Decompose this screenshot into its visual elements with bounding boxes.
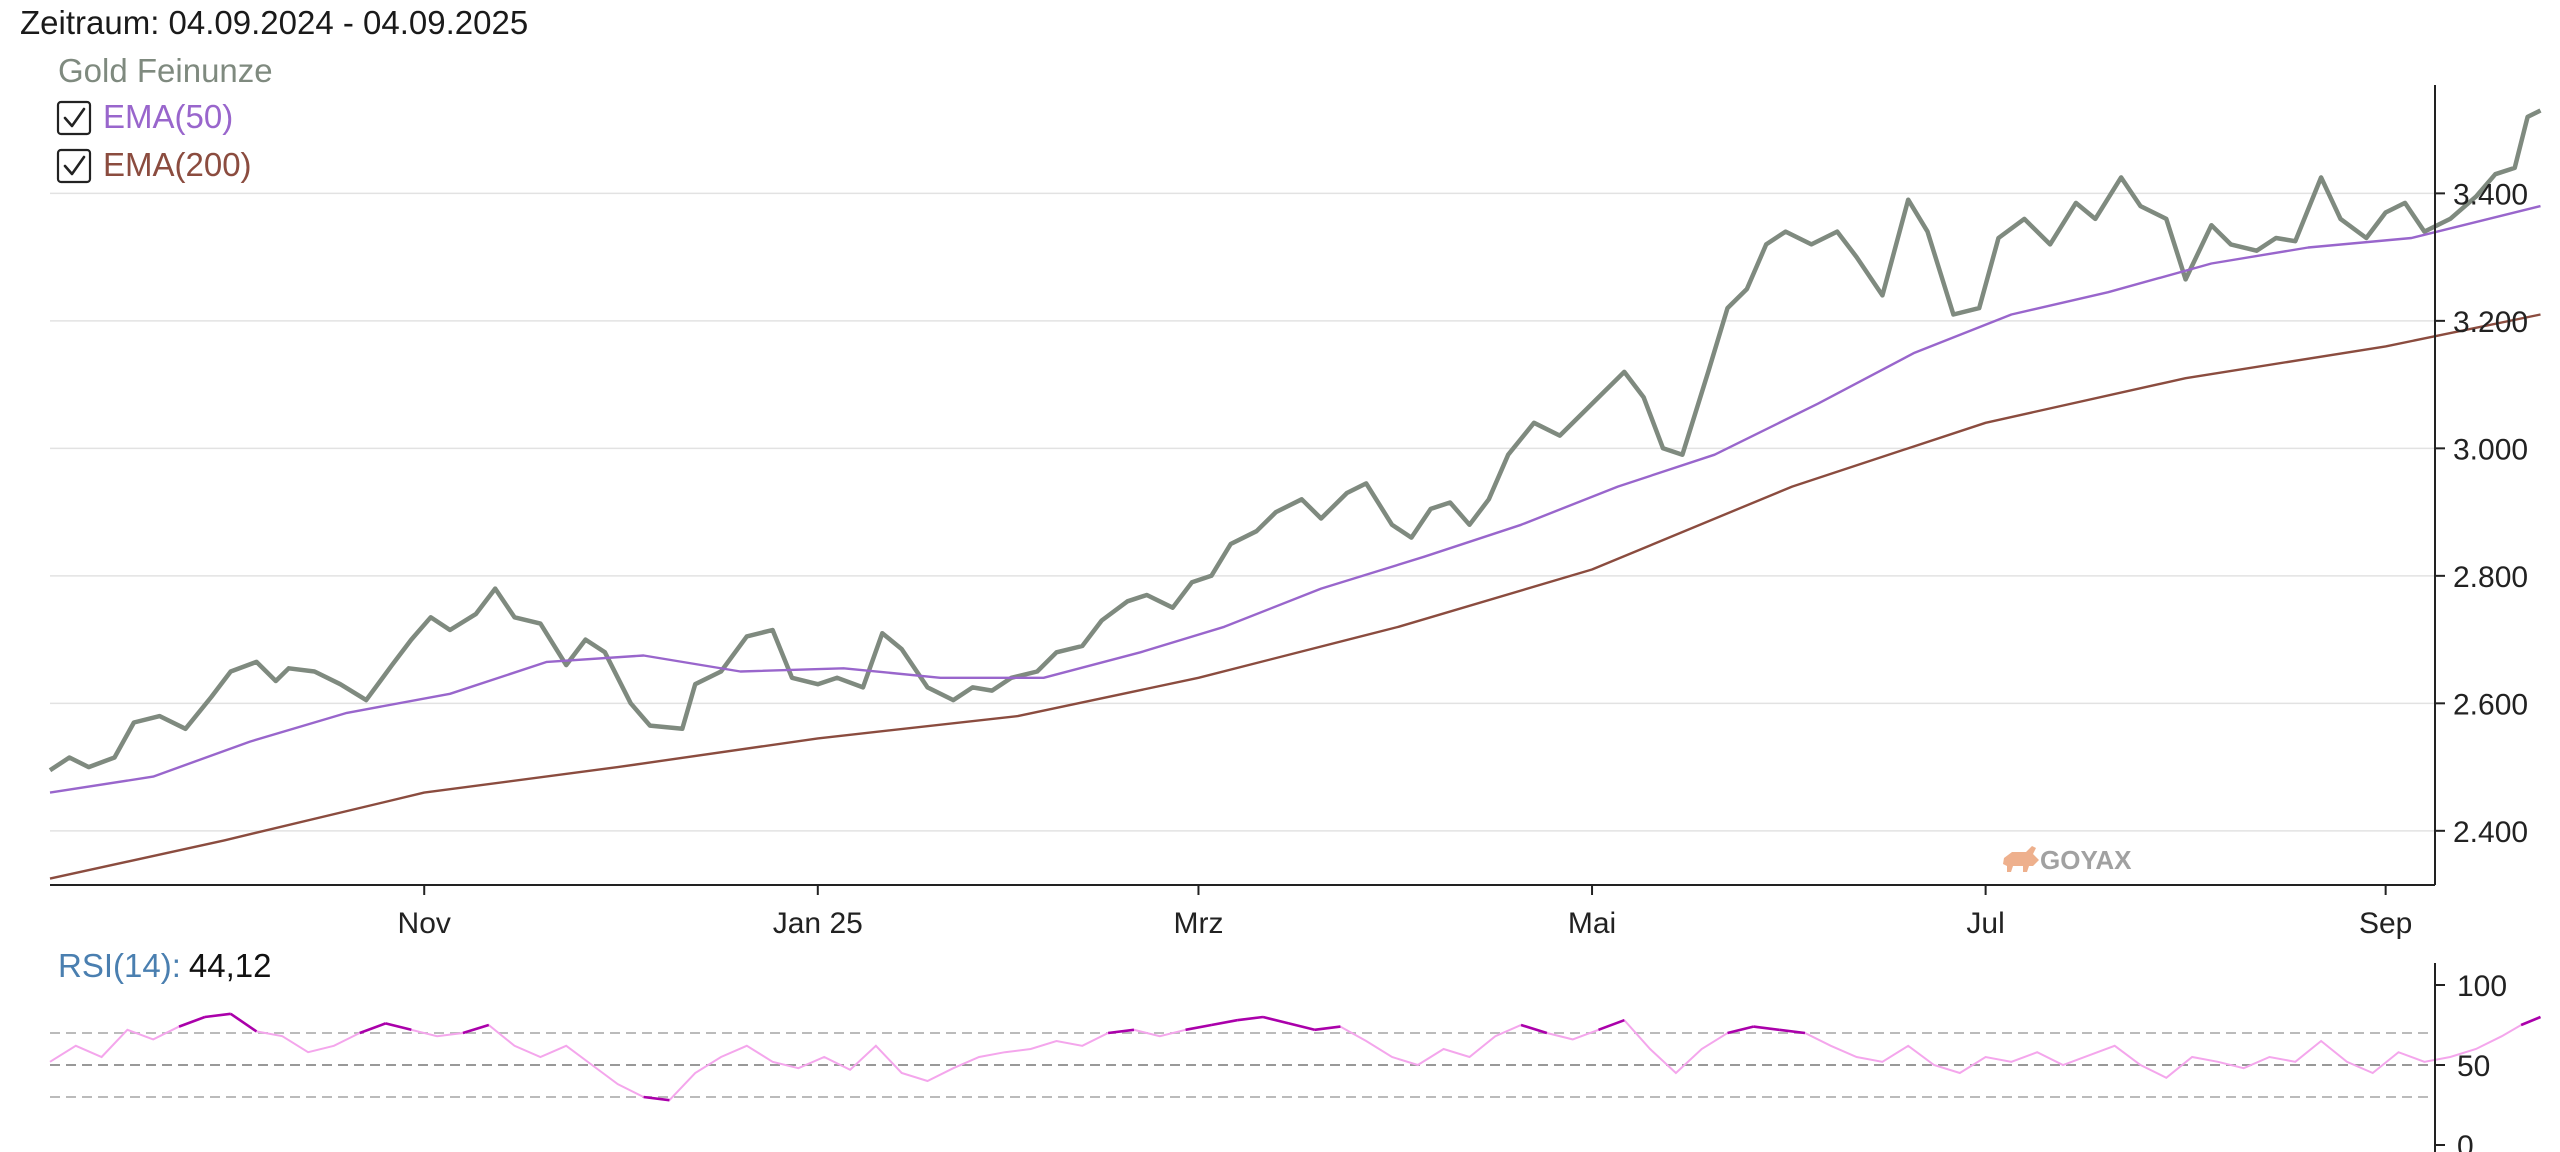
period-text: Zeitraum: 04.09.2024 - 04.09.2025 <box>20 4 528 41</box>
rsi-extreme-segment <box>1314 1025 1341 1032</box>
y-tick-label: 3.200 <box>2453 306 2528 339</box>
ema200-line <box>49 313 2541 880</box>
rsi-reference-lines <box>50 1032 2435 1098</box>
rsi-extreme-segment <box>1185 1023 1212 1032</box>
gold-price-line <box>48 108 2542 773</box>
x-tick-label: Jul <box>1966 907 2004 940</box>
rsi-extreme-segment <box>178 1015 206 1028</box>
rsi-extreme-segment <box>1520 1023 1548 1035</box>
main-series-lines <box>48 108 2542 880</box>
rsi-extreme-segment <box>1211 1018 1238 1027</box>
watermark-text: GOYAX <box>2040 845 2132 875</box>
rsi-extreme-segment <box>2520 1015 2541 1027</box>
bull-logo-icon <box>2003 846 2039 872</box>
legend-ema50-label: EMA(50) <box>103 98 233 135</box>
rsi-extreme-segment <box>462 1023 490 1035</box>
main-gridlines <box>50 192 2435 832</box>
rsi-extreme-segment <box>1598 1018 1625 1032</box>
rsi-extreme-segment <box>385 1022 412 1032</box>
x-tick-label: Jan 25 <box>773 907 863 940</box>
rsi-extreme-segment <box>1727 1025 1754 1035</box>
rsi-y-tick-label: 100 <box>2457 970 2507 1003</box>
legend-gold-feinunze: Gold Feinunze <box>58 52 273 89</box>
rsi-extreme-segment <box>359 1022 386 1035</box>
x-tick-label: Nov <box>398 907 451 940</box>
x-tick-label: Sep <box>2359 907 2412 940</box>
x-tick-label: Mrz <box>1173 907 1223 940</box>
x-tick-label: Mai <box>1568 907 1616 940</box>
ema50-line <box>49 204 2541 794</box>
rsi-series <box>49 1012 2541 1102</box>
axes: 2.400 2.600 2.800 3.000 3.200 3.400 Nov Jan 25 M… <box>50 85 2528 1152</box>
checkmark-icon <box>63 107 86 128</box>
rsi-extreme-segment <box>1262 1015 1290 1025</box>
rsi-extreme-segment <box>643 1095 670 1102</box>
rsi-label: RSI(14): 44,12 <box>58 947 271 984</box>
ema50-checkbox[interactable] <box>56 100 92 136</box>
rsi-extreme-segment <box>1107 1028 1135 1035</box>
rsi-extreme-segment <box>204 1012 231 1019</box>
rsi-extreme-segment <box>1778 1028 1806 1035</box>
rsi-line <box>49 1012 2541 1102</box>
y-tick-label: 2.600 <box>2453 688 2528 721</box>
rsi-extreme-segment <box>1288 1022 1315 1032</box>
rsi-y-tick-label: 0 <box>2457 1130 2474 1152</box>
legend-ema200-toggle[interactable]: EMA(200) <box>56 146 252 184</box>
y-tick-label: 3.400 <box>2453 178 2528 211</box>
legend-ema200-label: EMA(200) <box>103 146 252 183</box>
rsi-extreme-segment <box>1237 1015 1264 1022</box>
goyax-watermark: GOYAX <box>2003 845 2132 875</box>
rsi-extreme-segment <box>229 1012 258 1033</box>
rsi-extreme-segment <box>1753 1025 1780 1032</box>
checkmark-icon <box>63 155 86 176</box>
rsi-y-tick-label: 50 <box>2457 1050 2490 1083</box>
y-tick-label: 3.000 <box>2453 433 2528 466</box>
rsi-value: 44,12 <box>189 947 272 984</box>
legend-ema50-toggle[interactable]: EMA(50) <box>56 98 233 136</box>
rsi-label-name: RSI(14): <box>58 947 181 984</box>
ema200-checkbox[interactable] <box>56 148 92 184</box>
y-tick-label: 2.800 <box>2453 561 2528 594</box>
y-tick-label: 2.400 <box>2453 816 2528 849</box>
